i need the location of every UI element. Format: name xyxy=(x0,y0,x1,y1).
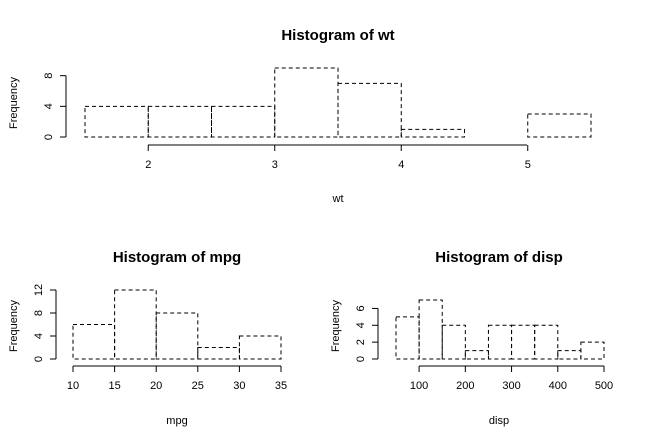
histogram-bar xyxy=(238,335,282,360)
bars xyxy=(72,289,282,360)
bars xyxy=(395,299,605,360)
bars xyxy=(84,67,592,138)
histogram-bar xyxy=(487,324,513,360)
histogram-bar xyxy=(395,316,420,360)
histogram-bar xyxy=(527,113,592,138)
histogram-bar xyxy=(534,324,559,360)
x-tick-label: 300 xyxy=(502,380,520,392)
x-tick-label: 30 xyxy=(233,380,245,392)
y-tick-label: 4 xyxy=(33,333,45,339)
y-axis: 0 2 4 6 xyxy=(355,305,379,362)
y-tick-label: 0 xyxy=(33,356,45,362)
y-tick-label: 12 xyxy=(33,284,45,296)
histogram-bar xyxy=(418,299,443,360)
panel-wt: Histogram of wt wt Frequency 2 3 4 5 0 4 8 xyxy=(8,27,592,205)
y-tick-label: 0 xyxy=(355,356,367,362)
x-axis-label: mpg xyxy=(166,415,187,427)
x-axis-label: disp xyxy=(489,415,509,427)
histogram-bar xyxy=(464,350,489,360)
y-axis: 0 4 8 12 xyxy=(33,284,57,362)
histogram-bar xyxy=(84,105,149,138)
y-axis-label: Frequency xyxy=(8,77,20,129)
x-axis: 10 15 20 25 30 35 xyxy=(67,365,287,392)
y-tick-label: 8 xyxy=(33,310,45,316)
y-axis-label: Frequency xyxy=(8,300,20,352)
y-tick-label: 2 xyxy=(355,339,367,345)
x-tick-label: 400 xyxy=(549,380,567,392)
chart-title: Histogram of disp xyxy=(435,249,563,266)
x-tick-label: 200 xyxy=(456,380,474,392)
histogram-bar xyxy=(580,341,605,360)
y-axis-label: Frequency xyxy=(330,300,342,352)
x-axis-label: wt xyxy=(332,193,344,205)
histogram-bar xyxy=(114,289,157,360)
chart-title: Histogram of wt xyxy=(281,27,394,44)
histogram-bar xyxy=(511,324,536,360)
histogram-bar xyxy=(155,312,199,360)
histogram-bar xyxy=(72,324,116,360)
histogram-bar xyxy=(147,105,212,138)
y-tick-label: 0 xyxy=(43,134,55,140)
histogram-bar xyxy=(197,347,240,360)
histogram-bar xyxy=(400,128,465,138)
panel-mpg: Histogram of mpg mpg Frequency 10 15 20 25 3… xyxy=(8,249,287,427)
x-axis: 100 200 300 400 500 xyxy=(410,365,613,392)
x-tick-label: 20 xyxy=(150,380,162,392)
x-tick-label: 35 xyxy=(275,380,287,392)
y-tick-label: 4 xyxy=(43,103,55,109)
y-tick-label: 4 xyxy=(355,322,367,328)
x-tick-label: 100 xyxy=(410,380,428,392)
x-tick-label: 2 xyxy=(145,159,151,171)
panel-disp: Histogram of disp disp Frequency 100 200 3… xyxy=(330,249,613,427)
histogram-bar xyxy=(211,105,276,138)
x-tick-label: 4 xyxy=(398,159,404,171)
histogram-bar xyxy=(337,82,402,138)
x-tick-label: 25 xyxy=(192,380,204,392)
x-tick-label: 500 xyxy=(595,380,613,392)
x-tick-label: 10 xyxy=(67,380,79,392)
x-tick-label: 3 xyxy=(272,159,278,171)
y-tick-label: 6 xyxy=(355,305,367,311)
x-tick-label: 15 xyxy=(108,380,120,392)
histogram-bar xyxy=(274,67,339,138)
histogram-bar xyxy=(441,324,466,360)
x-tick-label: 5 xyxy=(525,159,531,171)
y-axis: 0 4 8 xyxy=(43,73,67,140)
chart-title: Histogram of mpg xyxy=(113,249,241,266)
histogram-bar xyxy=(557,350,582,360)
x-axis: 2 3 4 5 xyxy=(145,144,531,171)
y-tick-label: 8 xyxy=(43,73,55,79)
